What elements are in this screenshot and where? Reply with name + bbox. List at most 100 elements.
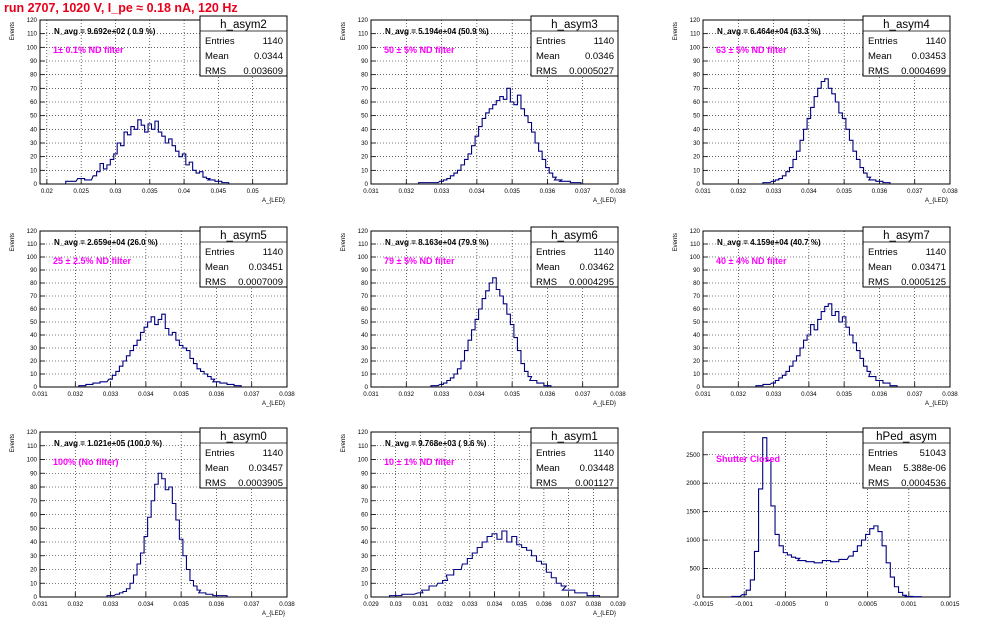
x-tick-label: 0.035 [504,188,520,195]
x-tick-label: 0.033 [103,391,119,398]
stats-entries-value: 1140 [263,36,283,47]
y-tick-label: 30 [361,140,368,147]
y-tick-label: 50 [361,319,368,326]
x-axis-title: A_{LED} [593,611,616,617]
x-tick-label: 0.038 [279,391,295,398]
stats-mean-value: 0.03453 [912,51,946,62]
stats-entries-label: Entries [536,247,566,258]
filter-annotation: 10 ± 1% ND filter [384,457,455,467]
y-tick-label: 10 [693,167,700,174]
y-tick-label: 70 [361,293,368,300]
x-tick-label: 0.034 [801,391,817,398]
stats-rms-value: 0.0003905 [238,478,283,489]
stats-mean-label: Mean [868,262,892,273]
y-tick-label: 120 [690,17,701,24]
y-tick-label: 120 [358,429,369,436]
histogram-line [762,78,891,184]
y-tick-label: 100 [27,254,38,261]
y-tick-label: 10 [30,580,37,587]
stats-box [199,15,288,77]
x-tick-label: 0.036 [209,391,225,398]
y-tick-label: 80 [361,484,368,491]
x-tick-label: 0.038 [610,188,626,195]
stats-mean-label: Mean [536,262,560,273]
x-tick-label: 0.037 [561,601,577,608]
x-tick-label: 0.034 [469,188,485,195]
x-tick-label: 0.031 [695,188,711,195]
y-tick-label: 30 [361,345,368,352]
stats-rms-value: 0.0005027 [569,66,614,77]
filter-annotation: 79 ± 5% ND filter [384,256,455,266]
x-tick-label: 0.033 [462,601,478,608]
y-tick-label: 40 [30,126,37,133]
x-tick-label: 0.033 [766,391,782,398]
x-tick-label: 0.038 [942,391,958,398]
y-tick-label: 0 [697,594,701,601]
y-tick-label: 2000 [686,480,700,487]
stats-entries-value: 1140 [594,36,614,47]
y-tick-label: 20 [361,358,368,365]
stats-mean-label: Mean [536,51,560,62]
y-tick-label: 50 [30,525,37,532]
x-tick-label: 0.031 [32,391,48,398]
y-tick-label: 110 [358,31,368,38]
y-tick-label: 10 [361,580,368,587]
x-tick-label: 0.036 [872,188,888,195]
y-tick-label: 120 [358,228,369,235]
y-tick-label: 30 [361,553,368,560]
y-tick-label: 70 [30,498,37,505]
x-tick-label: 0.032 [68,601,84,608]
x-tick-label: 0.033 [434,391,450,398]
y-tick-label: 90 [361,470,368,477]
x-axis-title: A_{LED} [262,198,285,204]
y-tick-label: 500 [690,566,701,573]
stats-entries-value: 1140 [926,36,946,47]
stats-rms-value: 0.0004536 [901,478,946,489]
x-tick-label: 0.036 [540,391,556,398]
stats-entries-value: 1140 [263,247,283,258]
y-tick-label: 40 [361,539,368,546]
y-tick-label: 100 [358,457,369,464]
y-tick-label: 10 [30,371,37,378]
x-tick-label: -0.001 [735,601,753,608]
x-tick-label: 0.045 [211,188,227,195]
x-tick-label: 0.034 [487,601,503,608]
navg-label: N_avg = 2.659e+04 (26.0 %) [54,238,158,247]
x-tick-label: 0.032 [68,391,84,398]
histogram-line [430,277,552,387]
page-title: run 2707, 1020 V, I_pe ≈ 0.18 nA, 120 Hz [4,1,238,15]
navg-label: N_avg = 5.194e+04 (50.9 %) [385,27,489,36]
x-tick-label: 0.034 [469,391,485,398]
stats-entries-label: Entries [205,448,235,459]
y-tick-label: 120 [690,228,701,235]
y-tick-label: 80 [361,280,368,287]
stats-rms-label: RMS [536,277,557,288]
filter-annotation: 1± 0.1% ND filter [53,45,124,55]
x-tick-label: 0.036 [872,391,888,398]
filter-annotation: 63 ± 5% ND filter [716,45,787,55]
y-tick-label: 30 [30,345,37,352]
histogram-line [78,313,242,387]
y-tick-label: 30 [30,553,37,560]
x-tick-label: 0.038 [610,391,626,398]
stats-title: h_asym0 [220,431,267,443]
y-tick-label: 90 [361,58,368,65]
x-tick-label: 0.02 [41,188,54,195]
y-tick-label: 30 [30,140,37,147]
x-tick-label: 0.035 [173,391,189,398]
x-tick-label: 0.037 [907,391,923,398]
filter-annotation: Shutter Closed [716,454,780,464]
y-tick-label: 70 [30,293,37,300]
y-axis-title: Events [341,233,347,251]
y-tick-label: 100 [690,254,701,261]
x-tick-label: 0.031 [695,391,711,398]
stats-mean-value: 0.03462 [580,262,614,273]
y-axis-title: Events [10,434,16,452]
x-tick-label: 0.033 [434,188,450,195]
x-tick-label: 0.038 [942,188,958,195]
y-tick-label: 70 [693,85,700,92]
stats-mean-value: 0.0346 [585,51,614,62]
stats-title: h_asym7 [883,230,930,242]
x-tick-label: 0.032 [731,391,747,398]
